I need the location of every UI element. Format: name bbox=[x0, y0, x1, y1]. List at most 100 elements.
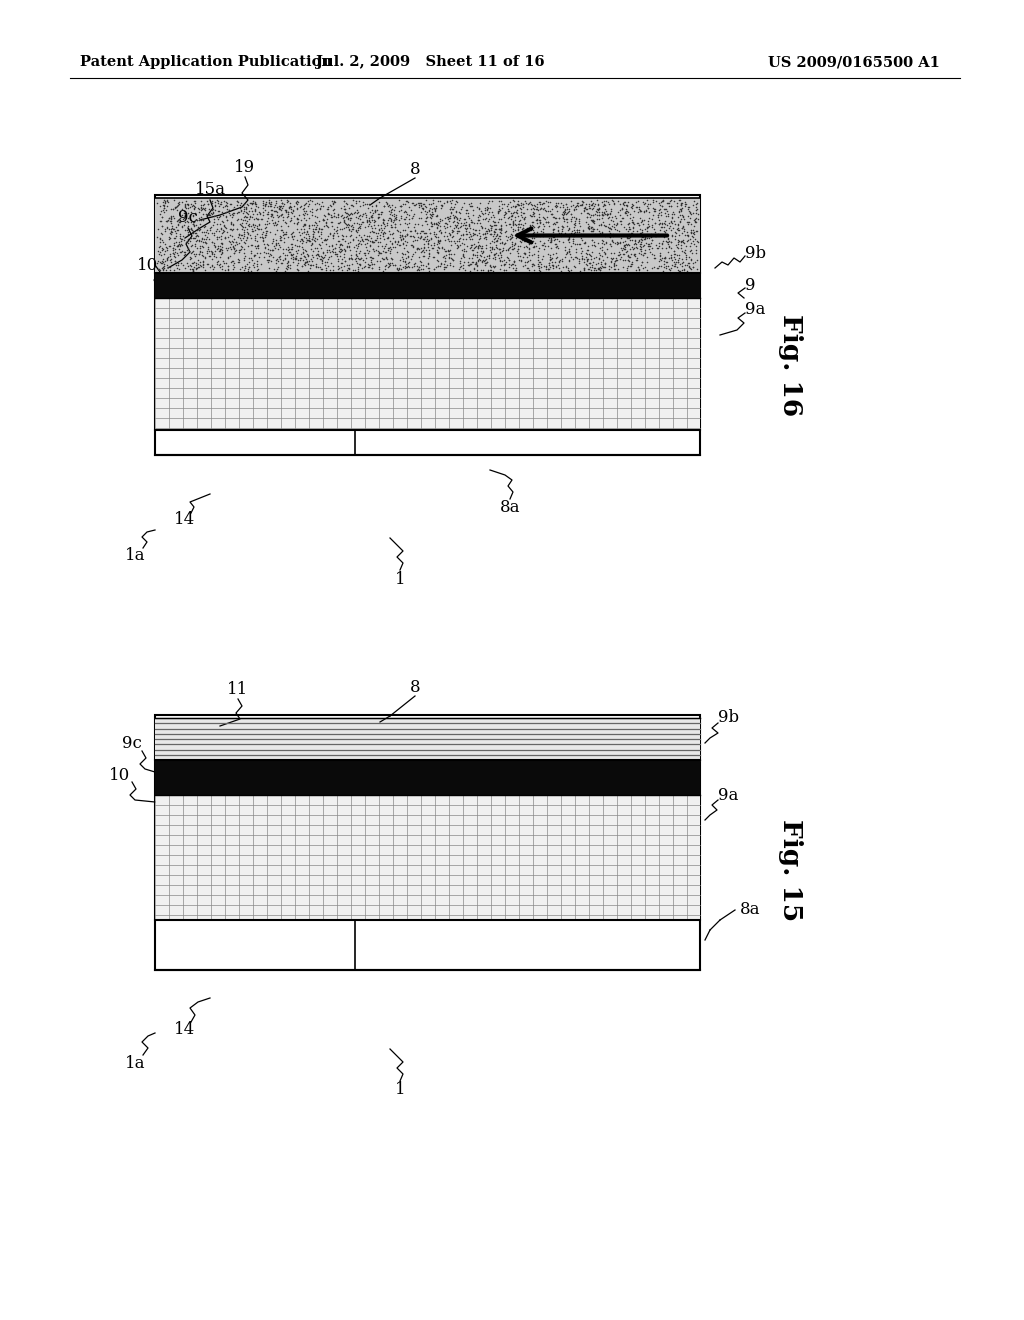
Point bbox=[492, 259, 508, 280]
Point bbox=[255, 222, 271, 243]
Point bbox=[596, 203, 612, 224]
Point bbox=[560, 227, 577, 248]
Point bbox=[436, 256, 453, 277]
Point bbox=[327, 191, 343, 213]
Point bbox=[152, 236, 168, 257]
Point bbox=[410, 259, 426, 280]
Point bbox=[545, 227, 561, 248]
Point bbox=[236, 224, 252, 246]
Point bbox=[635, 235, 651, 256]
Point bbox=[528, 194, 545, 215]
Point bbox=[601, 259, 617, 280]
Point bbox=[569, 193, 586, 214]
Point bbox=[464, 211, 480, 232]
Point bbox=[241, 203, 257, 224]
Point bbox=[441, 198, 458, 219]
Point bbox=[560, 227, 577, 248]
Point bbox=[584, 220, 600, 242]
Point bbox=[301, 215, 317, 236]
Point bbox=[505, 210, 521, 231]
Point bbox=[396, 194, 413, 215]
Point bbox=[197, 198, 213, 219]
Point bbox=[236, 231, 252, 252]
Point bbox=[187, 197, 204, 218]
Point bbox=[624, 223, 640, 244]
Point bbox=[284, 226, 300, 247]
Point bbox=[451, 231, 467, 252]
Point bbox=[393, 228, 410, 249]
Point bbox=[482, 219, 499, 240]
Point bbox=[488, 214, 505, 235]
Point bbox=[561, 219, 578, 240]
Point bbox=[634, 251, 650, 272]
Point bbox=[330, 216, 346, 238]
Point bbox=[361, 210, 378, 231]
Point bbox=[625, 213, 641, 234]
Point bbox=[679, 222, 695, 243]
Point bbox=[200, 239, 216, 260]
Point bbox=[633, 240, 649, 261]
Point bbox=[469, 242, 485, 263]
Point bbox=[498, 239, 514, 260]
Point bbox=[449, 215, 465, 236]
Point bbox=[682, 207, 698, 228]
Point bbox=[498, 260, 514, 281]
Point bbox=[530, 216, 547, 238]
Point bbox=[375, 223, 391, 244]
Point bbox=[231, 239, 248, 260]
Point bbox=[297, 215, 313, 236]
Point bbox=[613, 214, 630, 235]
Point bbox=[284, 238, 300, 259]
Point bbox=[644, 209, 660, 230]
Point bbox=[349, 234, 366, 255]
Point bbox=[303, 232, 319, 253]
Point bbox=[240, 259, 256, 280]
Point bbox=[239, 203, 255, 224]
Point bbox=[350, 253, 367, 275]
Point bbox=[205, 198, 221, 219]
Point bbox=[586, 213, 602, 234]
Point bbox=[394, 219, 411, 240]
Point bbox=[162, 227, 178, 248]
Point bbox=[170, 215, 186, 236]
Point bbox=[622, 247, 638, 268]
Point bbox=[240, 194, 256, 215]
Point bbox=[657, 248, 674, 269]
Point bbox=[524, 218, 541, 239]
Point bbox=[490, 247, 507, 268]
Point bbox=[673, 199, 689, 220]
Point bbox=[591, 259, 607, 280]
Point bbox=[668, 251, 684, 272]
Point bbox=[155, 240, 171, 261]
Point bbox=[490, 191, 507, 213]
Point bbox=[462, 218, 478, 239]
Point bbox=[524, 253, 541, 275]
Point bbox=[219, 238, 236, 259]
Point bbox=[340, 232, 356, 253]
Point bbox=[378, 234, 394, 255]
Point bbox=[525, 253, 542, 275]
Point bbox=[279, 253, 295, 275]
Point bbox=[244, 206, 260, 227]
Point bbox=[663, 220, 679, 242]
Point bbox=[419, 206, 435, 227]
Point bbox=[603, 218, 620, 239]
Point bbox=[248, 195, 264, 216]
Point bbox=[384, 232, 400, 253]
Point bbox=[325, 256, 341, 277]
Point bbox=[333, 238, 349, 259]
Point bbox=[455, 228, 471, 249]
Point bbox=[398, 207, 415, 228]
Point bbox=[620, 255, 636, 276]
Point bbox=[299, 230, 315, 251]
Point bbox=[580, 239, 596, 260]
Point bbox=[505, 211, 521, 232]
Point bbox=[592, 260, 608, 281]
Point bbox=[249, 215, 265, 236]
Point bbox=[496, 253, 512, 275]
Point bbox=[216, 220, 232, 242]
Point bbox=[420, 247, 436, 268]
Point bbox=[338, 193, 354, 214]
Point bbox=[341, 226, 357, 247]
Point bbox=[385, 227, 401, 248]
